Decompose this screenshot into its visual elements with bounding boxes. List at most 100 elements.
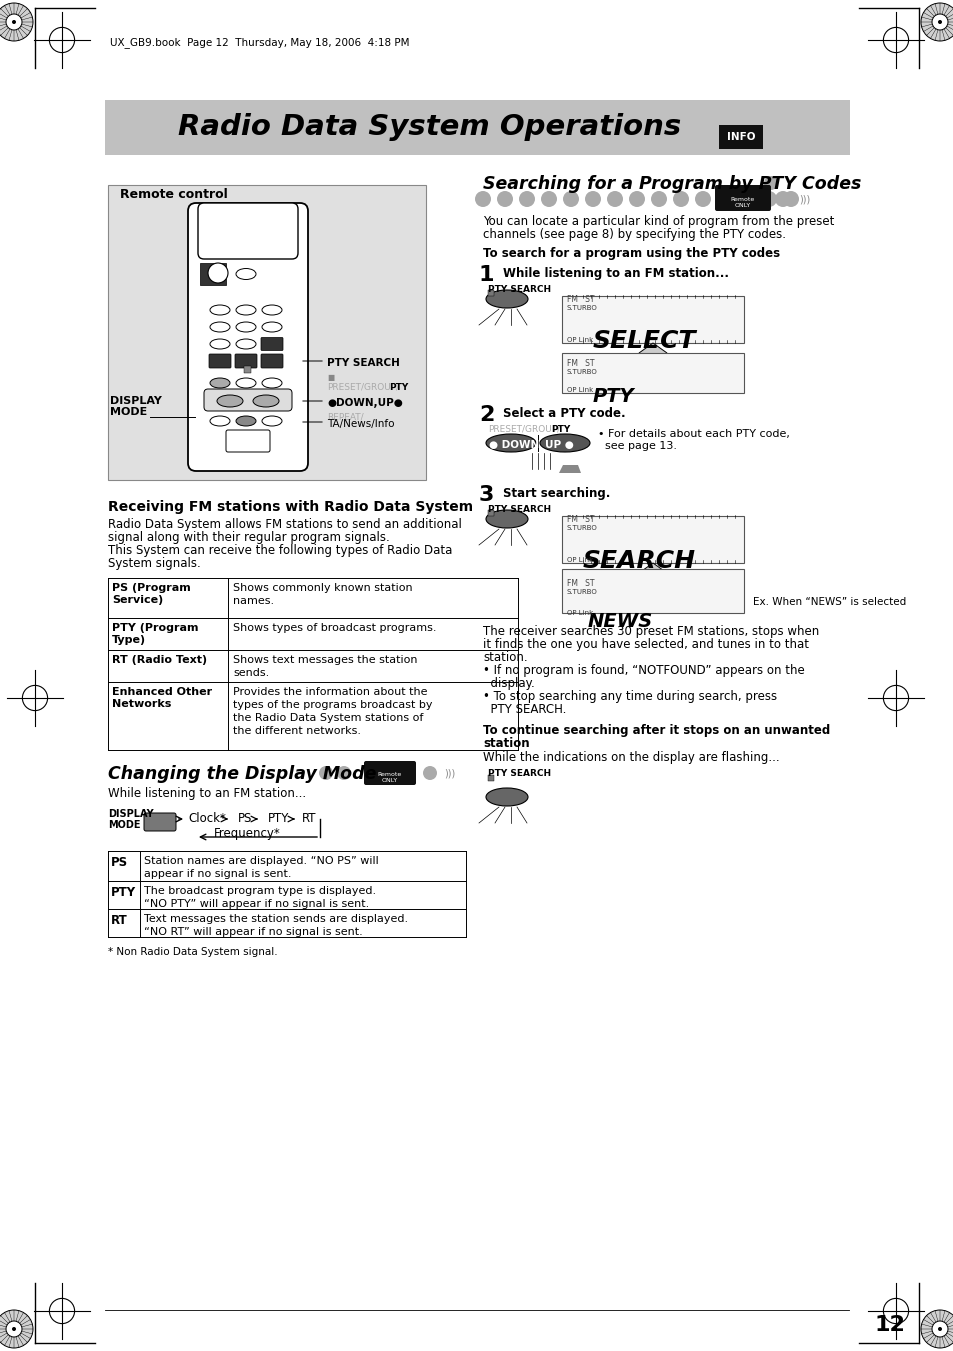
Text: PTY: PTY [111, 886, 136, 898]
Circle shape [475, 190, 491, 207]
Text: RT: RT [111, 915, 128, 927]
Text: Shows text messages the station: Shows text messages the station [233, 655, 417, 665]
Circle shape [763, 176, 778, 190]
FancyBboxPatch shape [364, 761, 416, 785]
Text: PTY SEARCH: PTY SEARCH [327, 358, 399, 367]
Text: Radio Data System Operations: Radio Data System Operations [178, 113, 680, 141]
Bar [488, 509, 494, 516]
Circle shape [672, 190, 688, 207]
FancyBboxPatch shape [714, 185, 770, 211]
FancyBboxPatch shape [188, 203, 308, 471]
Text: • For details about each PTY code,
  see page 13.: • For details about each PTY code, see p… [598, 430, 789, 451]
Polygon shape [558, 465, 580, 473]
Text: MODE: MODE [108, 820, 140, 830]
FancyBboxPatch shape [234, 354, 256, 367]
Text: PTY: PTY [551, 426, 570, 434]
Text: Remote
ONLY: Remote ONLY [377, 771, 402, 784]
Text: PTY: PTY [268, 812, 289, 825]
Text: station.: station. [482, 651, 527, 663]
FancyBboxPatch shape [198, 203, 297, 259]
Text: OP Link: OP Link [566, 557, 593, 563]
Text: RT (Radio Text): RT (Radio Text) [112, 655, 207, 665]
Text: Text messages the station sends are displayed.: Text messages the station sends are disp… [144, 915, 408, 924]
Ellipse shape [210, 305, 230, 315]
Ellipse shape [253, 394, 278, 407]
FancyBboxPatch shape [226, 430, 270, 453]
Ellipse shape [262, 322, 282, 332]
Circle shape [0, 3, 33, 41]
Ellipse shape [485, 290, 527, 308]
Circle shape [497, 190, 513, 207]
Text: appear if no signal is sent.: appear if no signal is sent. [144, 869, 292, 880]
Text: ■: ■ [327, 373, 334, 382]
Text: TA/News/Info: TA/News/Info [327, 419, 395, 430]
Text: Radio Data System allows FM stations to send an additional: Radio Data System allows FM stations to … [108, 517, 461, 531]
FancyBboxPatch shape [561, 569, 743, 613]
Circle shape [782, 190, 799, 207]
Circle shape [739, 190, 754, 207]
Circle shape [6, 14, 22, 30]
Text: To continue searching after it stops on an unwanted: To continue searching after it stops on … [482, 724, 829, 738]
Text: sends.: sends. [233, 667, 269, 678]
Text: PTY: PTY [593, 386, 634, 407]
Text: PS: PS [237, 812, 253, 825]
Circle shape [937, 20, 941, 24]
Circle shape [695, 190, 710, 207]
Ellipse shape [485, 788, 527, 807]
Text: names.: names. [233, 596, 274, 607]
FancyBboxPatch shape [144, 813, 175, 831]
Circle shape [717, 190, 732, 207]
Ellipse shape [262, 378, 282, 388]
Text: UX_GB9.book  Page 12  Thursday, May 18, 2006  4:18 PM: UX_GB9.book Page 12 Thursday, May 18, 20… [110, 38, 409, 49]
Circle shape [584, 190, 600, 207]
Text: You can locate a particular kind of program from the preset: You can locate a particular kind of prog… [482, 215, 834, 228]
Ellipse shape [485, 509, 527, 528]
Bar [244, 366, 251, 373]
FancyBboxPatch shape [108, 185, 426, 480]
Text: Shows types of broadcast programs.: Shows types of broadcast programs. [233, 623, 436, 634]
Ellipse shape [210, 322, 230, 332]
Circle shape [518, 190, 535, 207]
Text: PTY SEARCH: PTY SEARCH [488, 285, 551, 295]
FancyBboxPatch shape [561, 353, 743, 393]
Ellipse shape [235, 305, 255, 315]
Text: PTY SEARCH.: PTY SEARCH. [482, 703, 566, 716]
Text: 12: 12 [873, 1315, 904, 1335]
Text: REPEAT/: REPEAT/ [327, 413, 363, 422]
Text: ))): ))) [443, 767, 455, 778]
Text: display.: display. [482, 677, 535, 690]
Text: Station names are displayed. “NO PS” will: Station names are displayed. “NO PS” wil… [144, 857, 378, 866]
Text: Clock*: Clock* [188, 812, 226, 825]
Ellipse shape [235, 322, 255, 332]
Circle shape [0, 1310, 33, 1348]
Text: Start searching.: Start searching. [502, 486, 610, 500]
Text: S.TURBO: S.TURBO [566, 526, 598, 531]
Circle shape [931, 1321, 947, 1337]
Text: NEWS: NEWS [587, 612, 653, 631]
Circle shape [774, 190, 790, 207]
Circle shape [920, 3, 953, 41]
Text: DISPLAY: DISPLAY [110, 396, 162, 407]
Circle shape [540, 190, 557, 207]
Text: FM   ST: FM ST [566, 580, 594, 588]
Text: Frequency*: Frequency* [213, 828, 280, 840]
Text: OP Link: OP Link [566, 386, 593, 393]
Polygon shape [639, 343, 666, 363]
Circle shape [628, 190, 644, 207]
Text: signal along with their regular program signals.: signal along with their regular program … [108, 531, 390, 544]
Text: Receiving FM stations with Radio Data System: Receiving FM stations with Radio Data Sy… [108, 500, 473, 513]
Text: PTY (Program: PTY (Program [112, 623, 198, 634]
FancyBboxPatch shape [561, 516, 743, 563]
Circle shape [920, 1310, 953, 1348]
Text: S.TURBO: S.TURBO [566, 589, 598, 594]
Text: ●DOWN,UP●: ●DOWN,UP● [327, 399, 402, 408]
Polygon shape [639, 563, 666, 584]
Circle shape [937, 1327, 941, 1331]
Text: SEARCH: SEARCH [582, 549, 696, 573]
FancyBboxPatch shape [209, 354, 231, 367]
Text: To search for a program using the PTY codes: To search for a program using the PTY co… [482, 247, 780, 259]
Text: Networks: Networks [112, 698, 172, 709]
Text: PRESET/GROUP/: PRESET/GROUP/ [488, 426, 559, 434]
Text: PTY SEARCH: PTY SEARCH [488, 769, 551, 778]
Ellipse shape [235, 339, 255, 349]
